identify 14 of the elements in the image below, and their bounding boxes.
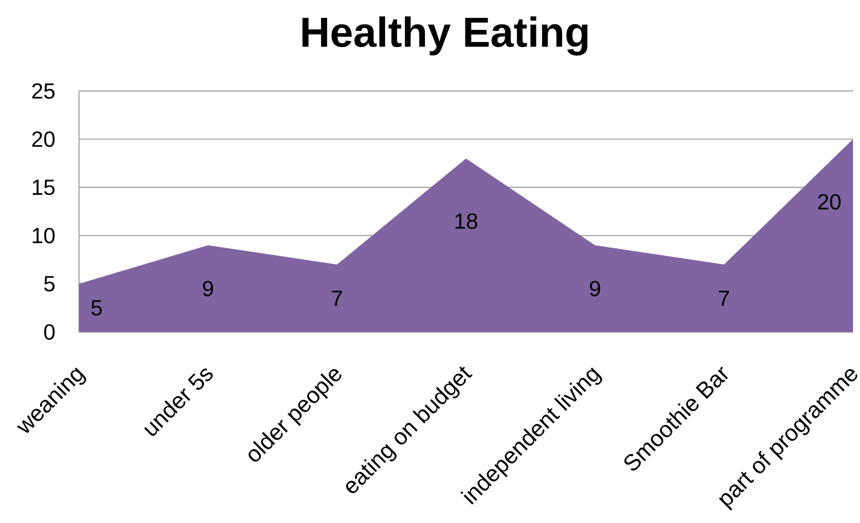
data-label: 7 (719, 290, 730, 306)
y-tick-label: 0 (44, 324, 55, 340)
y-tick-label: 15 (32, 180, 55, 196)
y-tick-label: 20 (32, 131, 55, 147)
data-label: 20 (818, 194, 841, 210)
data-label: 9 (202, 280, 214, 296)
data-label: 5 (91, 300, 102, 316)
data-label: 9 (590, 280, 600, 296)
data-label: 18 (455, 213, 478, 229)
y-tick-label: 5 (44, 276, 55, 292)
data-label: 7 (332, 290, 342, 306)
y-tick-label: 25 (32, 83, 55, 99)
y-tick-label: 10 (32, 228, 55, 244)
chart-title: Healthy Eating (302, 16, 588, 56)
